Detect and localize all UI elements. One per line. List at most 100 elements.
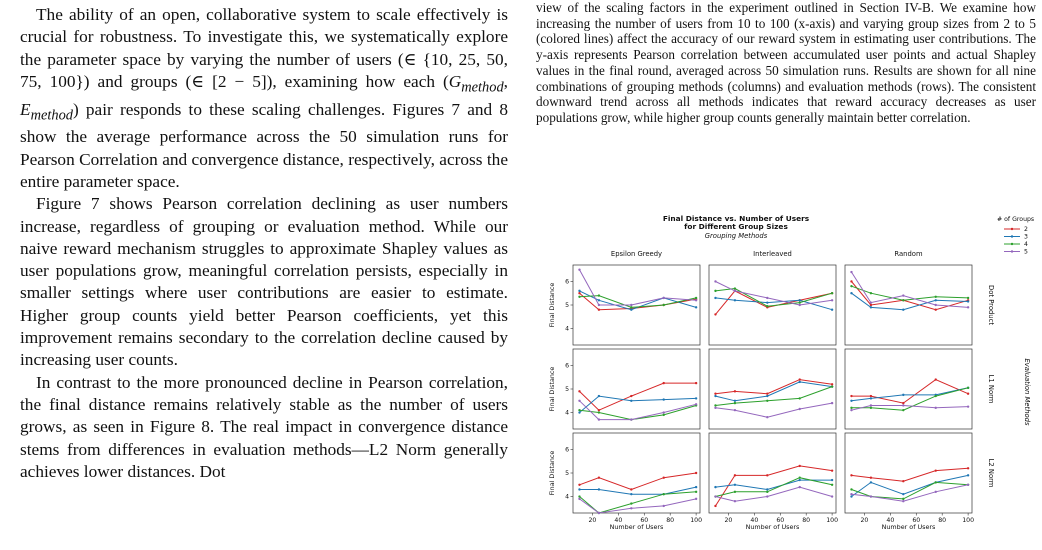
data-point [830, 483, 834, 486]
data-point [869, 306, 873, 309]
x-tick-label: 60 [912, 517, 920, 524]
y-tick-label: 5 [565, 386, 569, 393]
data-point [830, 478, 834, 482]
data-point [733, 287, 737, 290]
data-point [694, 471, 698, 475]
data-point [714, 289, 717, 293]
data-point [714, 296, 717, 300]
data-point [597, 294, 601, 297]
data-point [798, 476, 801, 479]
x-axis-label: Number of Users [610, 523, 664, 531]
data-point [662, 413, 665, 417]
data-point [694, 397, 698, 400]
data-point [902, 401, 905, 405]
data-point [966, 483, 970, 486]
panel-frame [844, 348, 973, 430]
data-point [869, 303, 873, 307]
data-point [714, 504, 717, 508]
row-title: L1 Norm [987, 375, 995, 404]
data-point [578, 399, 581, 402]
series-line-5-groups [715, 402, 833, 418]
legend-title: # of Groups [997, 216, 1034, 223]
data-point [630, 418, 633, 421]
data-point [869, 476, 873, 479]
data-point [850, 280, 853, 283]
series-line-2-groups [579, 472, 697, 491]
data-point [597, 299, 601, 302]
legend-label-2: 2 [1024, 226, 1028, 233]
series-line-3-groups [579, 395, 697, 413]
data-point [798, 301, 801, 304]
data-point [662, 411, 665, 414]
data-point [578, 268, 581, 271]
data-point [662, 303, 665, 307]
x-tick-label: 40 [614, 517, 622, 524]
legend-label-3: 3 [1024, 234, 1028, 241]
data-point [902, 393, 905, 397]
data-point [597, 488, 601, 491]
legend-marker-2 [1010, 227, 1014, 231]
data-point [694, 296, 698, 300]
figure-final-distance: Final Distance vs. Number of Users for Di… [536, 212, 1036, 550]
data-point [830, 383, 834, 386]
caption-text: view of the scaling factors in the exper… [536, 0, 1036, 125]
y-tick-label: 5 [565, 302, 569, 309]
x-tick-label: 80 [938, 517, 946, 524]
x-tick-label: 60 [640, 517, 648, 524]
data-point [694, 299, 698, 302]
data-point [850, 408, 853, 412]
series-line-2-groups [715, 379, 833, 395]
panel-frame [708, 264, 837, 346]
data-point [934, 469, 937, 472]
x-tick-label: 80 [666, 517, 674, 524]
data-point [850, 495, 853, 498]
evaluation-methods-header: Evaluation Methods [1023, 358, 1031, 426]
data-point [578, 411, 581, 414]
data-point [694, 381, 698, 385]
data-point [850, 399, 853, 402]
data-point [714, 280, 717, 283]
data-point [850, 488, 853, 491]
data-point [714, 313, 717, 316]
data-point [662, 504, 665, 508]
data-point [934, 308, 937, 311]
column-title: Interleaved [753, 250, 792, 258]
data-point [869, 404, 873, 407]
data-point [578, 488, 581, 491]
data-point [578, 497, 581, 501]
y-tick-label: 4 [565, 326, 569, 333]
y-tick-label: 6 [565, 363, 569, 370]
data-point [733, 390, 737, 393]
row-title: L2 Norm [987, 459, 995, 488]
data-point [934, 378, 937, 381]
data-point [830, 299, 834, 302]
data-point [798, 299, 801, 302]
data-point [902, 492, 905, 496]
x-axis-label: Number of Users [746, 523, 800, 531]
data-point [733, 490, 737, 494]
data-point [630, 306, 633, 309]
data-point [766, 301, 769, 304]
data-point [830, 292, 834, 295]
data-point [869, 394, 873, 398]
panel-frame [572, 264, 701, 346]
data-point [966, 474, 970, 477]
data-point [597, 394, 601, 398]
y-tick-label: 6 [565, 447, 569, 454]
data-point [966, 467, 970, 470]
data-point [766, 490, 769, 494]
data-point [902, 308, 905, 311]
data-point [630, 492, 633, 496]
column-title: Random [894, 250, 923, 258]
data-point [733, 474, 737, 477]
data-point [597, 411, 601, 414]
x-tick-label: 100 [690, 517, 702, 524]
data-point [733, 401, 737, 405]
data-point [694, 485, 698, 489]
data-point [578, 495, 581, 498]
data-point [902, 404, 905, 407]
data-point [766, 392, 769, 395]
column-title: Epsilon Greedy [611, 250, 662, 258]
data-point [597, 308, 601, 311]
